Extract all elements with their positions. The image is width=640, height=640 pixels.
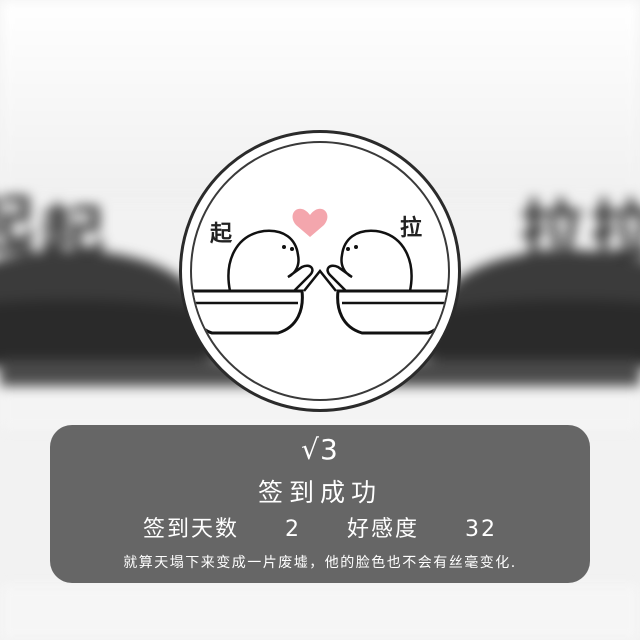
favor-label: 好感度 [347, 517, 420, 542]
sign-in-result-card: √3 签到成功 签到天数 2 好感度 32 就算天塌下来变成一片废墟，他的脸色也… [50, 425, 590, 583]
favor-value: 32 [465, 517, 498, 542]
sign-in-status: 签到成功 [257, 478, 382, 507]
boat-right [336, 289, 448, 335]
days-label: 签到天数 [142, 517, 239, 542]
daily-quote: 就算天塌下来变成一片废墟，他的脸色也不会有丝毫变化. [123, 555, 517, 571]
avatar-label-left: 起 [209, 221, 233, 247]
background-char-left: 起 [0, 189, 34, 264]
heart-icon [292, 208, 328, 237]
boat-left [192, 289, 304, 335]
stats-row: 签到天数 2 好感度 32 [50, 511, 590, 543]
avatar: 起 拉 [190, 141, 450, 401]
avatar-label-right: 拉 [400, 215, 422, 241]
days-value: 2 [285, 517, 301, 542]
avatar-illustration: 起 拉 [192, 208, 448, 335]
check-count: √3 [301, 433, 339, 466]
